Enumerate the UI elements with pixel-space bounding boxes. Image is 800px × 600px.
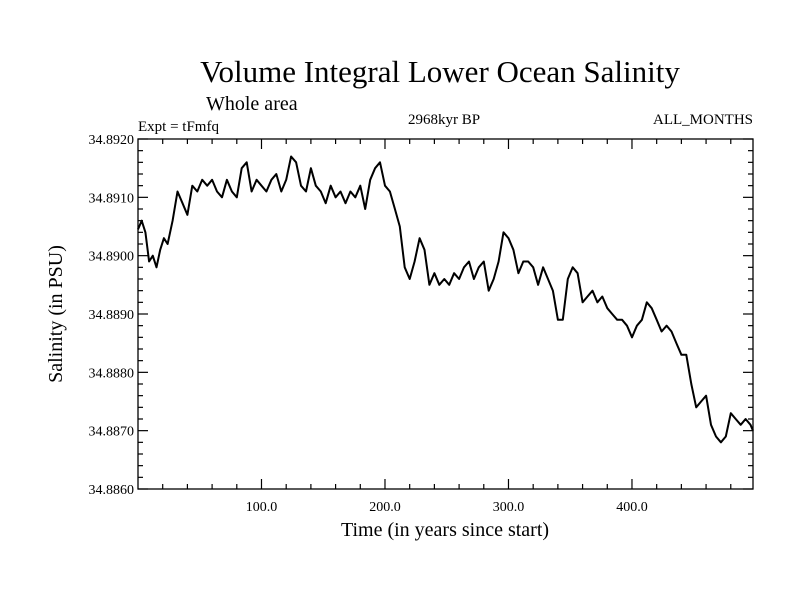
x-tick-label: 200.0 [369,500,401,515]
y-tick-label: 34.8890 [89,308,135,323]
experiment-label: Expt = tFmfq [138,119,219,135]
y-axis-label: Salinity (in PSU) [45,245,67,383]
x-tick-label: 300.0 [493,500,525,515]
x-tick-label: 400.0 [616,500,648,515]
y-tick-label: 34.8860 [89,483,135,498]
y-tick-label: 34.8920 [89,133,135,148]
x-axis: 100.0 200.0 300.0 400.0 [162,139,732,515]
chart-subtitle: Whole area [206,93,298,115]
period-label: 2968kyr BP [408,112,480,128]
salinity-series-line [137,155,754,444]
y-axis: 34.8860 34.8870 34.8880 34.8890 34.8900 34.89… [89,133,753,498]
plot-frame [137,138,754,490]
y-tick-label: 34.8870 [89,425,135,440]
y-tick-label: 34.8880 [89,366,135,381]
y-tick-label: 34.8900 [89,250,135,265]
chart-title: Volume Integral Lower Ocean Salinity [200,54,680,89]
y-tick-label: 34.8910 [89,191,135,206]
months-label: ALL_MONTHS [653,112,753,128]
x-axis-label: Time (in years since start) [341,519,549,541]
x-tick-label: 100.0 [246,500,278,515]
